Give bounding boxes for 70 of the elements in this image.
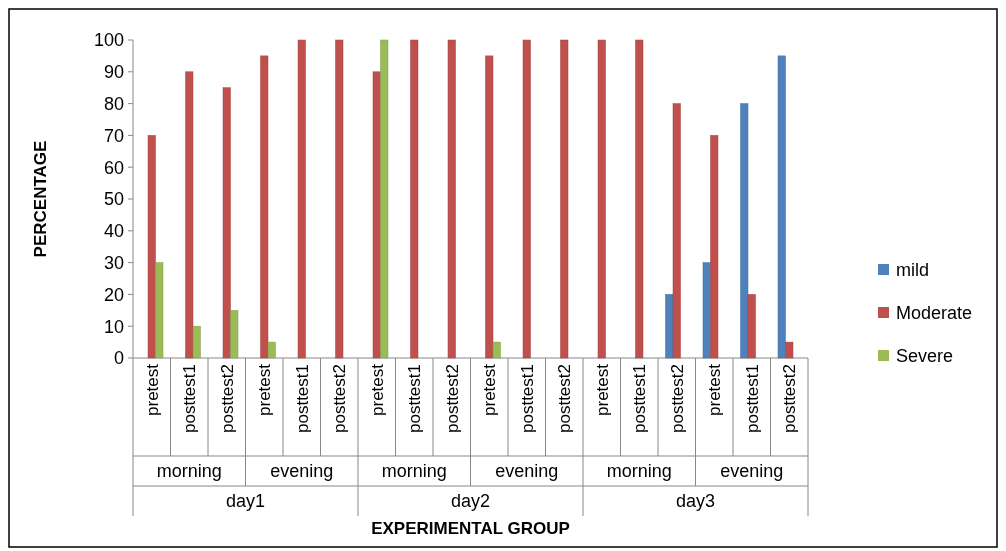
y-tick-label: 100 [93,30,124,51]
legend-label: mild [896,260,930,281]
x-tick-label: pretest [367,363,387,416]
y-tick-label: 40 [103,221,124,242]
bar [522,39,531,359]
text: morning [156,461,222,482]
bar [185,71,194,359]
text: evening [270,461,334,482]
bar [447,39,456,359]
bar [635,39,644,359]
x-tick-label: posttest2 [667,364,687,433]
x-tick-label: posttest2 [555,364,575,433]
text: evening [720,461,784,482]
bar [147,135,156,359]
bar [740,103,749,359]
y-tick-label: 30 [103,252,124,273]
bar [260,55,269,359]
bar [380,39,389,359]
x-tick-label: pretest [705,363,725,416]
y-tick-label: 90 [103,62,124,83]
legend-label: Moderate [896,303,973,324]
bar [335,39,344,359]
bar [597,39,606,359]
text: day2 [450,491,491,512]
x-tick-label: posttest2 [442,364,462,433]
y-tick-label: 60 [103,157,124,178]
bar [192,325,201,359]
y-tick-label: 80 [103,93,124,114]
bar [485,55,494,359]
bar [297,39,306,359]
text: EXPERIMENTAL GROUP [371,519,570,538]
x-tick-label: pretest [592,363,612,416]
x-tick-label: posttest2 [780,364,800,433]
x-tick-label: pretest [255,363,275,416]
legend-label: Severe [896,346,954,367]
bar [267,341,276,359]
x-tick-label: posttest1 [742,364,762,433]
x-tick-label: posttest1 [630,364,650,433]
text: evening [495,461,559,482]
text: morning [606,461,672,482]
x-tick-label: posttest1 [292,364,312,433]
bar [222,87,231,359]
text: day3 [675,491,716,512]
x-tick-label: posttest1 [180,364,200,433]
bar [702,262,711,359]
x-tick-label: posttest2 [330,364,350,433]
y-tick-label: 0 [113,348,124,369]
y-tick-label: 70 [103,125,124,146]
x-tick-label: posttest1 [517,364,537,433]
bar [777,55,786,359]
x-tick-label: pretest [142,363,162,416]
bar [155,262,164,359]
bar [747,294,756,359]
y-tick-label: 20 [103,284,124,305]
x-tick-label: posttest2 [217,364,237,433]
bar [560,39,569,359]
bar [785,341,794,359]
bar [672,103,681,359]
x-tick-label: posttest1 [405,364,425,433]
bar [710,135,719,359]
x-tick-label: pretest [480,363,500,416]
text: day1 [225,491,266,512]
text: morning [381,461,447,482]
y-axis-title: PERCENTAGE [31,140,50,258]
bar [492,341,501,359]
y-tick-label: 50 [103,189,124,210]
bar [372,71,381,359]
bar [230,310,239,359]
y-tick-label: 10 [103,316,124,337]
bar [410,39,419,359]
